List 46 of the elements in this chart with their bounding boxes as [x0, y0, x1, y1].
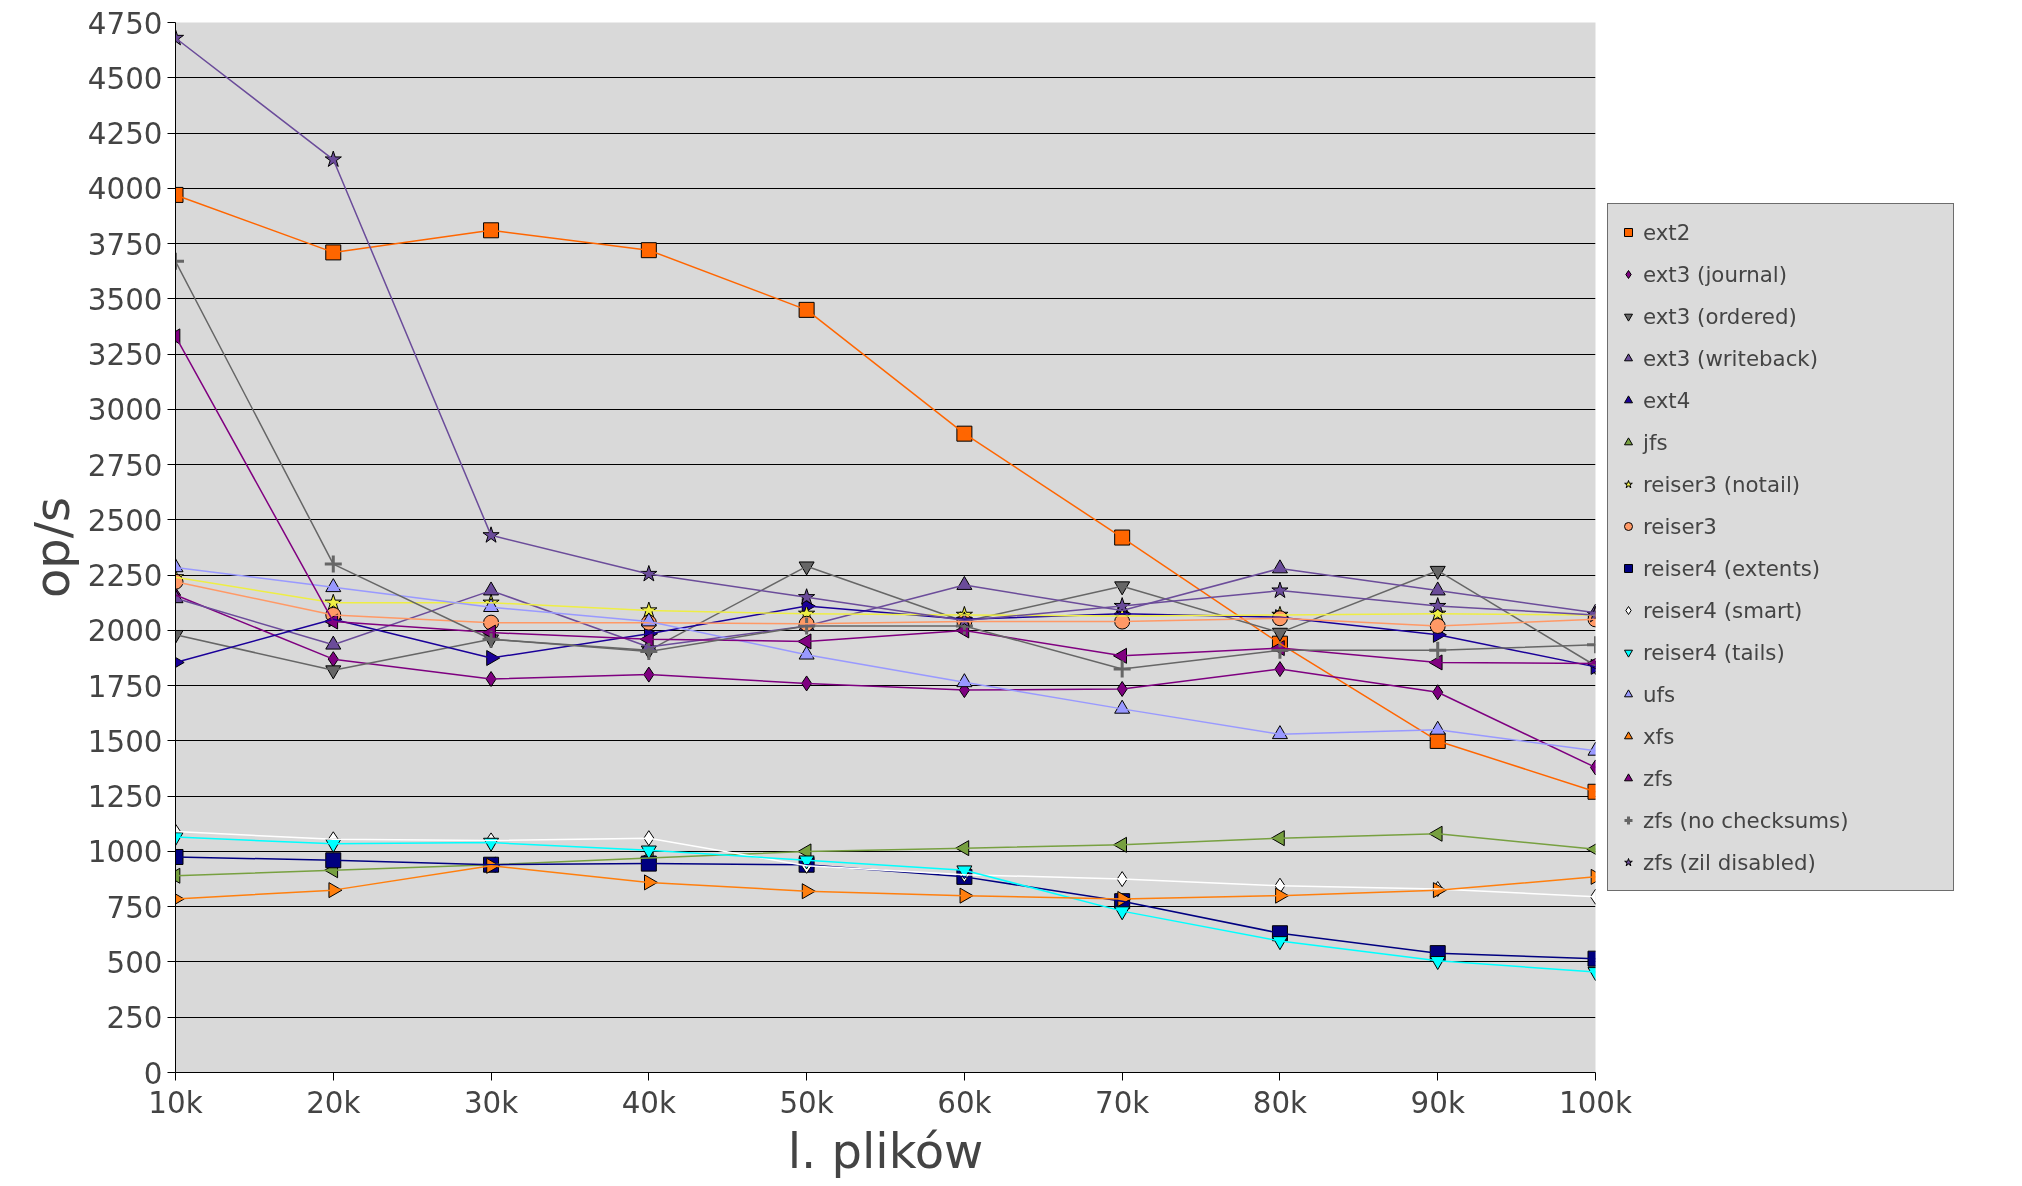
legend-label: reiser3 — [1643, 512, 1718, 541]
legend-label: reiser4 (tails) — [1643, 638, 1786, 667]
x-tick-label: 30k — [463, 1085, 519, 1120]
y-tick-label: 4250 — [87, 117, 163, 152]
x-tick-label: 40k — [621, 1085, 676, 1120]
legend-label: reiser4 (extents) — [1643, 554, 1822, 583]
y-tick-label: 4750 — [87, 6, 163, 41]
x-tick-label: 70k — [1095, 1085, 1150, 1120]
y-tick-label: 500 — [106, 945, 163, 980]
y-tick-label: 2000 — [87, 614, 163, 649]
x-axis-title: l. plików — [787, 1122, 984, 1179]
y-tick-label: 1500 — [87, 724, 163, 759]
y-tick-label: 1000 — [87, 835, 163, 870]
legend-label: zfs (zil disabled) — [1643, 848, 1817, 877]
legend-label: xfs — [1643, 722, 1676, 751]
x-tick-label: 60k — [937, 1085, 992, 1120]
legend-label: jfs — [1643, 428, 1669, 457]
legend-label: zfs — [1643, 764, 1674, 793]
x-tick-label: 50k — [779, 1085, 834, 1120]
y-tick-label: 2250 — [87, 559, 163, 594]
y-tick-label: 3750 — [87, 227, 163, 262]
y-tick-label: 2750 — [87, 448, 163, 483]
y-tick-label: 4500 — [87, 61, 163, 96]
y-tick-label: 750 — [106, 890, 163, 925]
y-tick-label: 3500 — [87, 282, 163, 317]
legend-label: zfs (no checksums) — [1643, 806, 1850, 835]
legend-label: ext3 (writeback) — [1643, 344, 1820, 373]
y-tick-label: 3250 — [87, 338, 163, 373]
y-tick-label: 2500 — [87, 503, 163, 538]
x-tick-label: 80k — [1252, 1085, 1308, 1120]
y-tick-label: 3000 — [87, 393, 163, 428]
y-tick-label: 1250 — [87, 780, 163, 815]
y-tick-label: 4000 — [87, 172, 163, 207]
legend-label: ext3 (journal) — [1643, 260, 1789, 289]
legend-label: reiser4 (smart) — [1643, 596, 1804, 625]
y-axis-title: op/s — [23, 496, 80, 599]
legend-label: ext4 — [1643, 386, 1692, 415]
x-tick-label: 100k — [1559, 1085, 1632, 1120]
legend-label: ufs — [1643, 680, 1677, 709]
x-tick-label: 20k — [306, 1085, 361, 1120]
y-tick-label: 250 — [106, 1001, 163, 1036]
legend-label: ext2 — [1643, 218, 1692, 247]
legend-label: ext3 (ordered) — [1643, 302, 1798, 331]
x-tick-label: 90k — [1410, 1085, 1465, 1120]
y-tick-label: 1750 — [87, 669, 163, 704]
legend-label: reiser3 (notail) — [1643, 470, 1802, 499]
